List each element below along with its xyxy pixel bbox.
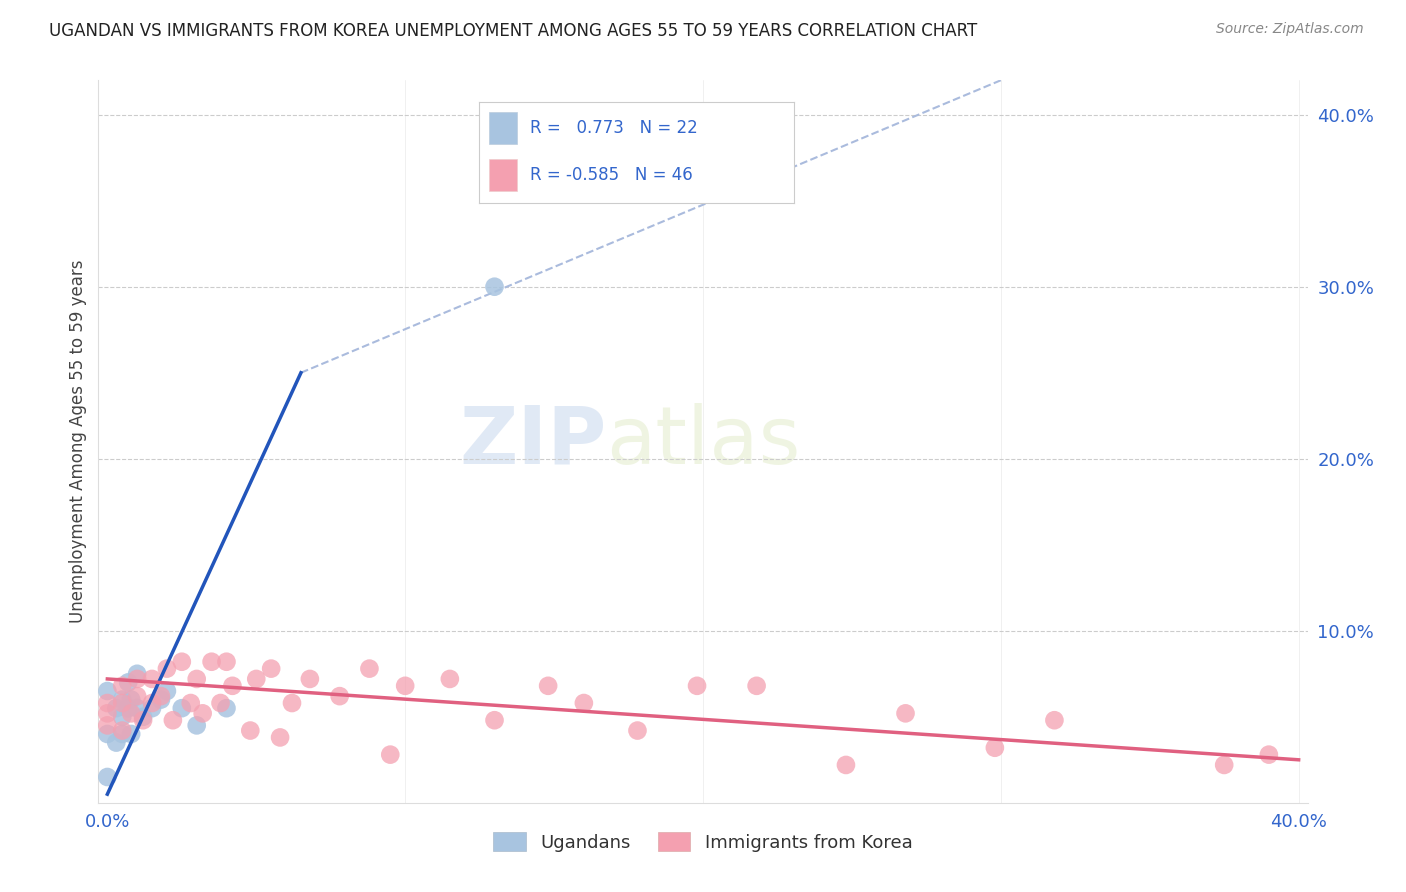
Point [117,675,139,690]
Point [96,718,118,732]
Y-axis label: Unemployment Among Ages 55 to 59 years: Unemployment Among Ages 55 to 59 years [69,260,87,624]
Point [215,655,238,669]
Point [96,696,118,710]
Point [260,662,283,676]
Point [329,689,352,703]
Point [132,713,155,727]
Text: ZIP: ZIP [458,402,606,481]
Point [200,655,222,669]
Text: UGANDAN VS IMMIGRANTS FROM KOREA UNEMPLOYMENT AMONG AGES 55 TO 59 YEARS CORRELAT: UGANDAN VS IMMIGRANTS FROM KOREA UNEMPLO… [49,22,977,40]
Point [298,672,321,686]
Point [162,713,184,727]
Point [111,696,134,710]
Point [215,701,238,715]
Point [1257,747,1279,762]
Point [127,689,149,703]
Point [132,710,155,724]
Point [141,701,163,715]
Point [105,735,128,749]
Point [96,770,118,784]
Text: atlas: atlas [606,402,800,481]
Point [111,679,134,693]
Point [1213,758,1236,772]
Point [245,672,267,686]
Point [156,684,179,698]
Point [572,696,595,710]
Point [111,710,134,724]
Point [191,706,214,721]
Point [394,679,416,693]
Legend: Ugandans, Immigrants from Korea: Ugandans, Immigrants from Korea [486,825,920,859]
Point [111,723,134,738]
Point [170,655,193,669]
Point [1043,713,1066,727]
Point [111,692,134,706]
Point [156,662,179,676]
Point [686,679,709,693]
Point [120,727,142,741]
Point [626,723,648,738]
Point [120,692,142,706]
Point [537,679,560,693]
Point [127,672,149,686]
Point [149,689,172,703]
Point [127,666,149,681]
Point [209,696,232,710]
Point [269,731,291,745]
Point [180,696,202,710]
Point [149,692,172,706]
Point [120,706,142,721]
Point [484,713,506,727]
Point [186,718,208,732]
Point [96,684,118,698]
Point [141,672,163,686]
Point [127,701,149,715]
Point [484,279,506,293]
Point [894,706,917,721]
Point [186,672,208,686]
Point [380,747,402,762]
Point [221,679,243,693]
Point [239,723,262,738]
Point [439,672,461,686]
Point [984,740,1007,755]
Point [111,727,134,741]
Point [141,696,163,710]
Text: Source: ZipAtlas.com: Source: ZipAtlas.com [1216,22,1364,37]
Point [835,758,858,772]
Point [170,701,193,715]
Point [105,701,128,715]
Point [745,679,768,693]
Point [96,706,118,721]
Point [359,662,381,676]
Point [117,701,139,715]
Point [96,727,118,741]
Point [281,696,304,710]
